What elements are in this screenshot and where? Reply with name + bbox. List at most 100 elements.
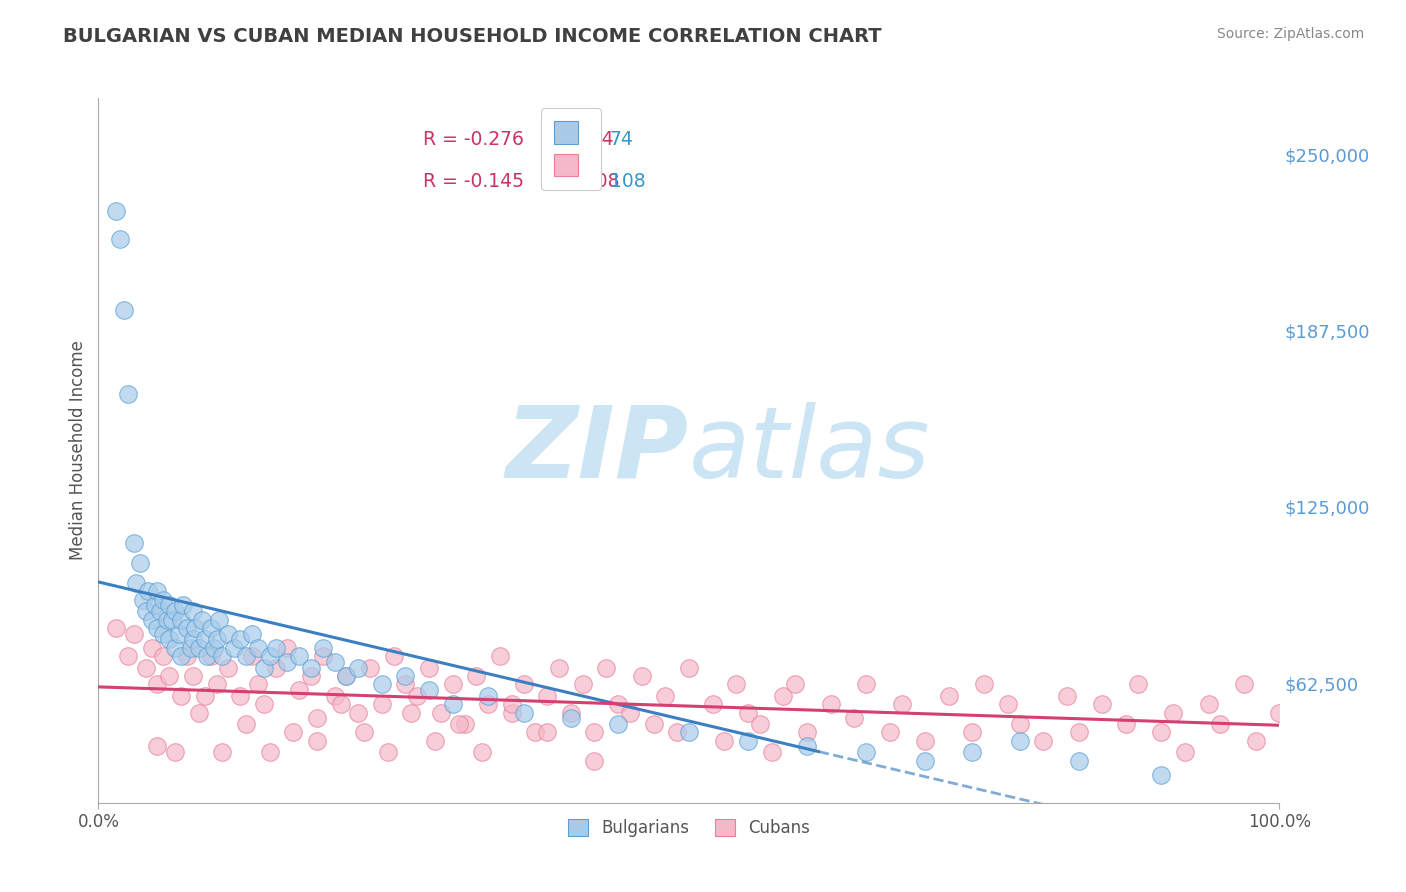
Point <box>595 660 617 674</box>
Point <box>141 613 163 627</box>
Point <box>152 592 174 607</box>
Point <box>394 677 416 691</box>
Point <box>176 621 198 635</box>
Point <box>678 660 700 674</box>
Point <box>283 725 305 739</box>
Point <box>571 677 593 691</box>
Point <box>536 725 558 739</box>
Point <box>890 697 912 711</box>
Point <box>152 626 174 640</box>
Point <box>170 613 193 627</box>
Point <box>997 697 1019 711</box>
Point <box>607 717 630 731</box>
Point <box>1008 733 1031 747</box>
Point <box>512 706 534 720</box>
Point <box>200 621 222 635</box>
Point <box>406 689 429 703</box>
Point <box>347 660 370 674</box>
Point <box>962 745 984 759</box>
Point <box>259 649 281 664</box>
Point <box>353 725 375 739</box>
Point <box>1067 754 1090 768</box>
Point <box>394 669 416 683</box>
Point <box>401 706 423 720</box>
Point <box>181 669 204 683</box>
Point <box>666 725 689 739</box>
Point <box>122 536 145 550</box>
Point <box>1244 733 1267 747</box>
Point <box>536 689 558 703</box>
Text: Source: ZipAtlas.com: Source: ZipAtlas.com <box>1216 27 1364 41</box>
Point <box>152 649 174 664</box>
Point <box>359 660 381 674</box>
Point <box>165 604 187 618</box>
Point <box>208 613 231 627</box>
Point <box>477 689 499 703</box>
Point <box>288 649 311 664</box>
Point <box>205 632 228 647</box>
Point <box>240 649 263 664</box>
Point <box>167 626 190 640</box>
Point <box>157 632 180 647</box>
Point <box>1008 717 1031 731</box>
Point <box>1209 717 1232 731</box>
Point <box>607 697 630 711</box>
Point <box>264 640 287 655</box>
Point <box>305 733 328 747</box>
Point <box>737 733 759 747</box>
Point <box>785 677 807 691</box>
Point <box>371 677 394 691</box>
Point <box>135 604 157 618</box>
Point <box>184 621 207 635</box>
Point <box>132 592 155 607</box>
Point <box>157 669 180 683</box>
Point <box>441 697 464 711</box>
Y-axis label: Median Household Income: Median Household Income <box>69 341 87 560</box>
Point <box>501 706 523 720</box>
Point <box>202 640 225 655</box>
Point <box>299 669 322 683</box>
Point <box>170 649 193 664</box>
Point <box>323 689 346 703</box>
Point <box>165 745 187 759</box>
Point <box>259 745 281 759</box>
Point <box>195 649 218 664</box>
Text: R = -0.145   N = 108: R = -0.145 N = 108 <box>423 172 620 191</box>
Point <box>276 640 298 655</box>
Point <box>1150 725 1173 739</box>
Point <box>240 626 263 640</box>
Point <box>1115 717 1137 731</box>
Text: BULGARIAN VS CUBAN MEDIAN HOUSEHOLD INCOME CORRELATION CHART: BULGARIAN VS CUBAN MEDIAN HOUSEHOLD INCO… <box>63 27 882 45</box>
Point <box>146 584 169 599</box>
Point <box>172 599 194 613</box>
Point <box>191 613 214 627</box>
Point <box>1233 677 1256 691</box>
Point <box>181 632 204 647</box>
Point <box>371 697 394 711</box>
Point <box>143 599 166 613</box>
Point <box>619 706 641 720</box>
Point <box>136 584 159 599</box>
Point <box>246 640 269 655</box>
Point <box>418 660 440 674</box>
Point <box>583 754 606 768</box>
Point <box>299 660 322 674</box>
Point <box>165 640 187 655</box>
Point <box>246 677 269 691</box>
Point <box>211 649 233 664</box>
Point <box>1056 689 1078 703</box>
Point <box>820 697 842 711</box>
Point <box>105 621 128 635</box>
Point <box>149 604 172 618</box>
Point <box>1032 733 1054 747</box>
Text: R = -0.276   N =  74: R = -0.276 N = 74 <box>423 130 614 149</box>
Point <box>844 711 866 725</box>
Point <box>1067 725 1090 739</box>
Point <box>335 669 357 683</box>
Point <box>146 621 169 635</box>
Point <box>176 649 198 664</box>
Point <box>914 733 936 747</box>
Text: 74: 74 <box>610 130 634 149</box>
Point <box>748 717 770 731</box>
Point <box>423 733 446 747</box>
